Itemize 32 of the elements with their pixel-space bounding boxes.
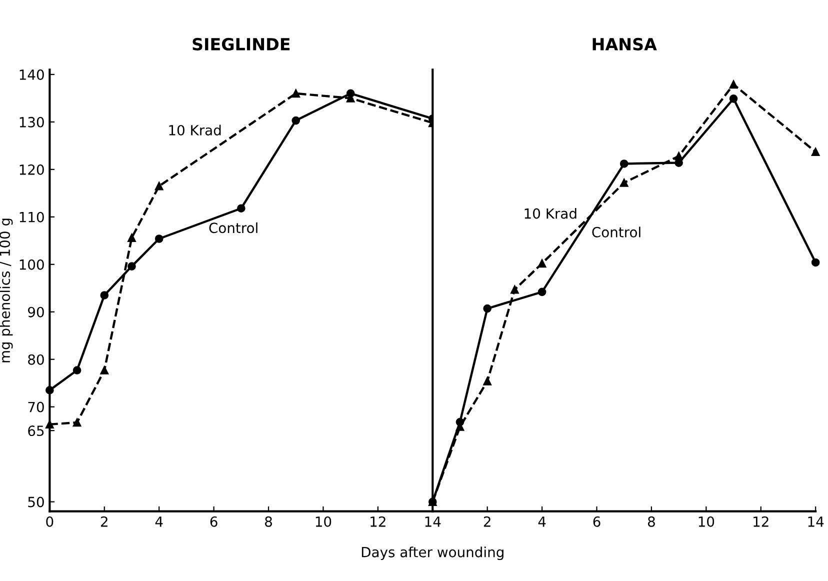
x-axis-title: Days after wounding — [362, 546, 504, 560]
chart-title: SIEGLINDE — [192, 38, 290, 51]
series-label: Control — [592, 226, 640, 238]
x-tick-label: 8 — [648, 516, 655, 527]
y-tick-label: 120 — [20, 164, 44, 175]
x-tick-label: 12 — [370, 516, 386, 527]
y-tick-label: 90 — [28, 306, 44, 318]
y-tick-label: 110 — [20, 212, 44, 222]
x-tick-label: 10 — [316, 516, 332, 527]
y-tick-label: 140 — [20, 69, 44, 80]
x-tick-label: 14 — [808, 516, 824, 527]
x-tick-label: 4 — [538, 516, 546, 527]
y-tick-label: 70 — [28, 402, 44, 412]
x-tick-label: 14 — [425, 516, 441, 527]
y-tick-label: 65 — [28, 426, 44, 436]
x-tick-label: 10 — [698, 516, 714, 527]
y-tick-label: 100 — [20, 259, 44, 270]
y-tick-label: 50 — [28, 496, 44, 508]
x-tick-label: 12 — [754, 516, 768, 527]
y-tick-label: 80 — [28, 354, 44, 365]
x-tick-label: 6 — [593, 516, 600, 527]
x-tick-label: 0 — [46, 516, 54, 527]
x-tick-label: 4 — [155, 516, 163, 527]
series-label: 10 Krad — [169, 124, 221, 136]
x-tick-label: 2 — [100, 516, 108, 527]
x-tick-label: 6 — [210, 516, 218, 527]
series-label: Control — [209, 222, 258, 234]
chart-title: HANSA — [592, 38, 657, 51]
x-tick-label: 2 — [484, 516, 490, 527]
y-tick-label: 130 — [20, 116, 44, 128]
x-tick-label: 8 — [265, 516, 272, 527]
series-label: 10 Krad — [524, 208, 576, 219]
